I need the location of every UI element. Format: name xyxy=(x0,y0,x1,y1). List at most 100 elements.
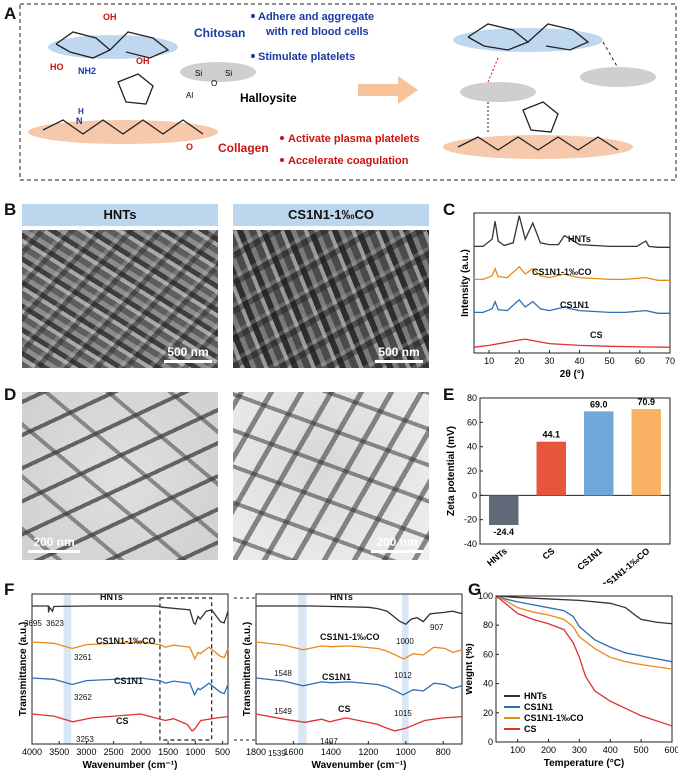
halloysite-si-2: Si xyxy=(225,69,232,78)
plot-frame xyxy=(473,212,671,354)
ftir-chart-zoom: HNTs CS1N1-1‰CO CS1N1 CS 1800 1600 1400 1200 100… xyxy=(234,592,463,771)
halloysite-highlight xyxy=(180,62,256,82)
panel-label-c: C xyxy=(443,200,456,219)
x-tick-label-2: 1400 xyxy=(321,747,341,757)
peak-annotation-6: 1539 xyxy=(268,749,286,758)
composite-chitosan-ring-2 xyxy=(527,23,590,51)
y-tick-label-1: -20 xyxy=(464,515,477,525)
bar-1 xyxy=(536,441,566,496)
composite-chitosan-highlight xyxy=(453,28,603,52)
y-tick-label-1: 20 xyxy=(483,708,493,718)
sem-scale-bar-left: 500 nm xyxy=(164,345,212,363)
collagen-o: O xyxy=(186,142,193,152)
sem-texture-overlay-2 xyxy=(233,230,429,368)
x-tick-label-7: 500 xyxy=(215,747,230,757)
series-line-2 xyxy=(474,298,670,314)
chitosan-point-2: Stimulate platelets xyxy=(258,51,355,63)
y-tick-label-3: 60 xyxy=(483,649,493,659)
peak-annotation-3: 3262 xyxy=(74,693,92,702)
chitosan-bullet-2 xyxy=(251,54,255,58)
series-line-1 xyxy=(495,595,673,663)
series-label-2: CS1N1 xyxy=(560,300,589,310)
halloysite-o: O xyxy=(211,79,217,88)
ftir-chart-full: HNTs CS1N1-1‰CO CS1N1 CS 4000 3500 3000 2500 200… xyxy=(18,592,230,771)
x-tick-label-2: 30 xyxy=(544,356,554,366)
y-tick-label-2: 40 xyxy=(483,679,493,689)
tem-image-composite: 200 nm xyxy=(233,392,429,560)
bar-value-label-0: -24.4 xyxy=(493,527,514,537)
collagen-proline-ring xyxy=(117,73,154,105)
tem-image-hnts: 200 nm xyxy=(22,392,218,560)
series-label-3: CS xyxy=(116,716,129,726)
legend-label-1: CS1N1 xyxy=(524,702,553,712)
panel-label-a: A xyxy=(4,4,17,23)
y-axis-label: Intensity (a.u.) xyxy=(460,249,471,317)
y-tick-label-0: -40 xyxy=(464,539,477,549)
y-tick-label-4: 40 xyxy=(467,442,477,452)
x-tick-label-4: 1000 xyxy=(396,747,416,757)
peak-annotation-1: 3623 xyxy=(46,619,64,628)
series-label-3: CS xyxy=(338,704,351,714)
interaction-line-2 xyxy=(602,41,619,69)
highlight-band-0 xyxy=(298,594,307,744)
series-label-0: HNTs xyxy=(330,592,353,602)
y-axis-label: Weight (%) xyxy=(466,643,475,694)
x-tick-label-0: 1800 xyxy=(246,747,266,757)
y-tick-label-0: 0 xyxy=(488,737,493,747)
series-label-0: HNTs xyxy=(568,234,591,244)
bar-value-label-3: 70.9 xyxy=(637,397,655,407)
y-tick-label-4: 80 xyxy=(483,620,493,630)
sem-composite-title: CS1N1-1‰CO xyxy=(233,204,429,226)
panel-label-d: D xyxy=(4,385,17,404)
peak-annotation-4: 1549 xyxy=(274,707,292,716)
plot-frame xyxy=(255,593,463,745)
x-tick-label-2: 3000 xyxy=(76,747,96,757)
series-label-2: CS1N1 xyxy=(114,676,143,686)
panel-label-e: E xyxy=(443,385,455,404)
halloysite-al: Al xyxy=(186,91,193,100)
x-tick-label-5: 800 xyxy=(436,747,451,757)
series-line-2 xyxy=(495,595,673,670)
sem-hnts-title: HNTs xyxy=(22,204,218,226)
panel-label-b: B xyxy=(4,200,17,219)
x-tick-label-0: 10 xyxy=(484,356,494,366)
tem-scale-bar-right: 200 nm xyxy=(371,535,423,553)
x-tick-label-3: 400 xyxy=(603,745,618,755)
tem-tubes-2 xyxy=(233,392,429,560)
x-tick-label-3: 1200 xyxy=(358,747,378,757)
zoom-region-box xyxy=(159,597,213,741)
collagen-highlight xyxy=(28,120,218,144)
y-tick-label-2: 0 xyxy=(472,490,477,500)
series-label-0: HNTs xyxy=(100,592,123,602)
legend-label-0: HNTs xyxy=(524,691,547,701)
x-tick-label-1: 1600 xyxy=(283,747,303,757)
collagen-point-1: Activate plasma platelets xyxy=(288,133,419,145)
xrd-chart: HNTs CS1N1-1‰CO CS1N1 CS 10 20 30 40 50 60 70 2θ (°… xyxy=(460,212,675,380)
bar-3 xyxy=(631,409,661,496)
bar-2 xyxy=(584,411,614,496)
composite-halloysite-1 xyxy=(460,82,536,102)
x-tick-label-0: 100 xyxy=(510,745,525,755)
series-line-3 xyxy=(473,338,671,348)
x-tick-label-6: 70 xyxy=(665,356,675,366)
x-axis-label: 2θ (°) xyxy=(560,369,584,380)
peak-annotation-0: 1000 xyxy=(396,637,414,646)
collagen-bullet-2 xyxy=(280,158,284,162)
peak-annotation-1: 907 xyxy=(430,623,444,632)
zeta-chart: -24.4 HNTs 44.1 CS 69.0 CS1N1 70.9 CS1N1-1‰CO -4… xyxy=(446,393,671,584)
bar-0 xyxy=(489,495,519,526)
chitosan-nh2-1: NH2 xyxy=(78,66,96,76)
category-label-0: HNTs xyxy=(485,546,509,568)
sem-image-composite: 500 nm xyxy=(233,230,429,368)
plot-frame xyxy=(495,595,673,743)
x-tick-label-1: 200 xyxy=(541,745,556,755)
series-line-1 xyxy=(31,641,229,661)
x-tick-label-4: 50 xyxy=(605,356,615,366)
series-line-1 xyxy=(255,641,463,660)
y-tick-label-3: 20 xyxy=(467,466,477,476)
tga-chart: 100 200 300 400 500 600 0 20 40 60 80 100 Temperatur… xyxy=(466,591,678,769)
plot-frame xyxy=(31,593,229,745)
collagen-label: Collagen xyxy=(218,141,269,155)
series-line-0 xyxy=(32,605,229,626)
chitosan-point-1a: Adhere and aggregate xyxy=(258,11,374,23)
